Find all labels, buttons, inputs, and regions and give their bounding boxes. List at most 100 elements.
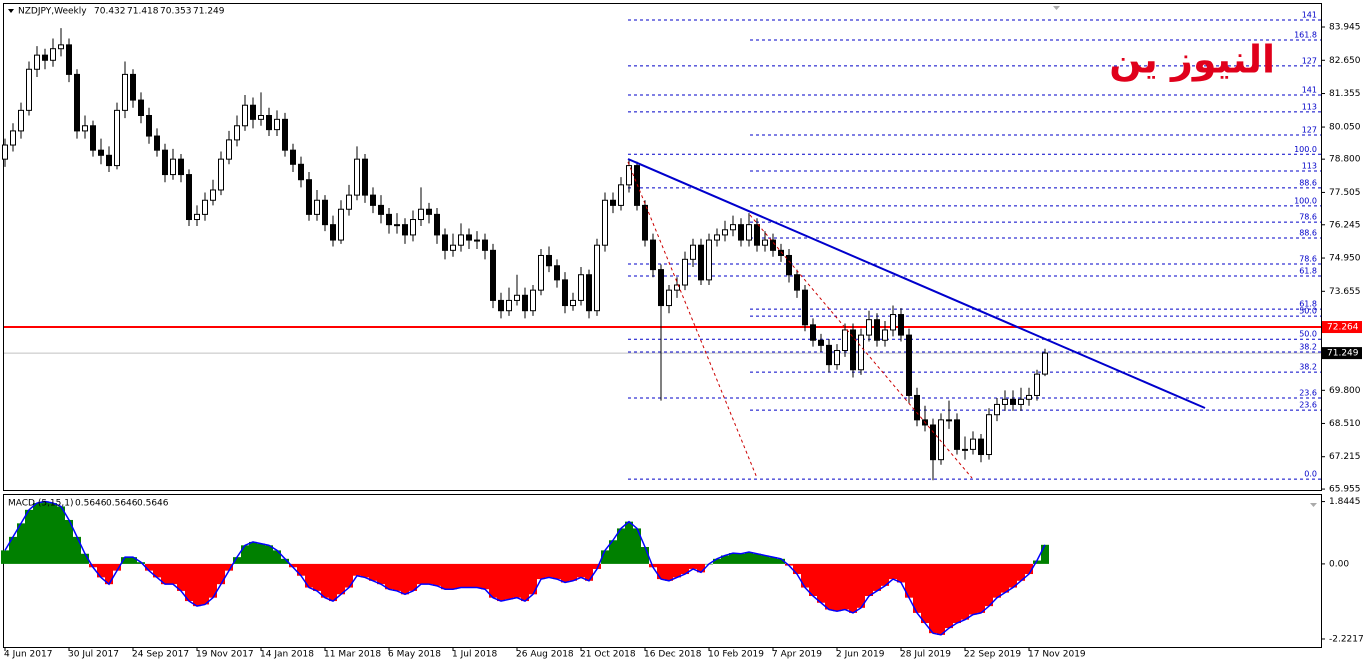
macd-bar (353, 563, 361, 576)
candle-body (562, 279, 568, 307)
candle-body (330, 224, 336, 241)
x-tick-label: 17 Nov 2019 (1028, 650, 1086, 660)
macd-bar (369, 563, 377, 581)
macd-bar (345, 563, 353, 588)
candle-body (866, 319, 872, 336)
macd-bar (521, 563, 529, 602)
y-tick-label: 80.050 (1329, 123, 1361, 133)
macd-bar (249, 541, 257, 564)
candle-body (186, 174, 192, 221)
macd-bar (985, 563, 993, 607)
macd-bar (857, 563, 865, 608)
macd-bar (897, 563, 905, 583)
candle-body (658, 269, 664, 307)
macd-bar (329, 563, 337, 602)
macd-bar (577, 563, 585, 578)
watermark: النيوز ين (1109, 38, 1275, 82)
macd-bar (297, 563, 305, 576)
macd-bar (65, 519, 73, 564)
macd-bar (713, 558, 721, 564)
y-tick-label: 0.00 (1329, 559, 1349, 569)
macd-bar (1025, 563, 1033, 575)
fib-label: 23.6 (1299, 389, 1317, 398)
x-tick-label: 14 Jan 2018 (260, 650, 314, 660)
candle-body (82, 125, 88, 132)
candle-body (506, 299, 512, 312)
candle-body (978, 438, 984, 456)
candle-body (1010, 398, 1016, 405)
candle-body (386, 213, 392, 226)
x-tick-label: 26 Aug 2018 (516, 650, 574, 660)
macd-bar (169, 563, 177, 585)
candle-body (434, 213, 440, 236)
candle-body (442, 234, 448, 251)
x-tick-label: 6 May 2018 (388, 650, 441, 660)
candle-body (626, 165, 632, 186)
x-tick-label: 28 Jul 2019 (900, 650, 951, 660)
macd-bar (913, 563, 921, 613)
macd-bar (49, 503, 57, 564)
candle-body (58, 44, 64, 50)
macd-bar (489, 563, 497, 598)
macd-bar (777, 558, 785, 564)
candle-body (706, 239, 712, 281)
candle-body (226, 139, 232, 160)
fib-label: 38.2 (1299, 363, 1317, 372)
macd-bar (193, 563, 201, 607)
macd-bar (305, 563, 313, 588)
macd-bar (25, 509, 33, 564)
candle-body (378, 204, 384, 215)
candle-body (42, 54, 48, 61)
background-layer: 83.945 82.650 81.355 80.050 78.800 77.505 76.2… (4, 10, 1364, 660)
macd-panel-frame (3, 494, 1322, 648)
fib-label: 88.6 (1299, 178, 1317, 187)
macd-bar (961, 563, 969, 620)
price-label-box (1322, 347, 1362, 360)
macd-bar (753, 553, 761, 564)
candle-body (162, 149, 168, 176)
fib-label: 127 (1302, 126, 1317, 135)
candle-body (354, 158, 360, 196)
macd-bar (529, 563, 537, 595)
y-tick-label: 77.505 (1329, 188, 1361, 198)
x-tick-label: 21 Oct 2018 (580, 650, 636, 660)
candle-body (802, 289, 808, 326)
candle-body (1002, 398, 1008, 405)
fib-label: 100.0 (1294, 196, 1317, 205)
macd-bar (409, 563, 417, 591)
candle-body (1042, 352, 1048, 375)
macd-bar (601, 550, 609, 564)
symbol-label: NZDJPY,Weekly (18, 7, 87, 17)
macd-value: 0.5646 (75, 499, 107, 509)
fib-label: 78.6 (1299, 254, 1317, 263)
price-label-box (1322, 321, 1362, 334)
x-tick-label: 19 Nov 2017 (196, 650, 254, 660)
candle-body (474, 239, 480, 242)
fib-label: 38.2 (1299, 343, 1317, 352)
candle-body (346, 194, 352, 210)
macd-bar (1001, 563, 1009, 593)
menu-arrow[interactable] (8, 9, 14, 13)
macd-bar (841, 563, 849, 610)
y-tick-label: 76.245 (1329, 220, 1361, 230)
candle-body (826, 344, 832, 366)
shift-marker (1053, 6, 1060, 10)
macd-bar (737, 553, 745, 564)
fib-label: 141 (1302, 85, 1317, 94)
header-low: 70.353 (160, 7, 192, 17)
candle-body (1018, 398, 1024, 405)
candle-body (114, 109, 120, 167)
macd-bar (561, 563, 569, 583)
candle-body (570, 299, 576, 307)
candle-body (258, 114, 264, 120)
candle-body (914, 394, 920, 421)
candle-body (930, 424, 936, 461)
macd-bar (793, 563, 801, 575)
candle-body (530, 289, 536, 312)
candle-body (970, 438, 976, 450)
candle-body (450, 244, 456, 251)
macd-bar (425, 563, 433, 585)
macd-bar (481, 563, 489, 590)
macd-bar (977, 563, 985, 613)
candle-body (338, 208, 344, 241)
